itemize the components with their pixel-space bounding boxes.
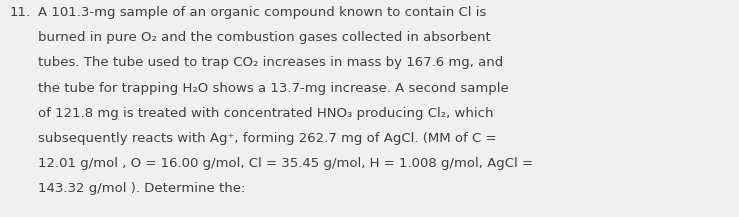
Text: subsequently reacts with Ag⁺, forming 262.7 mg of AgCl. (MM of C =: subsequently reacts with Ag⁺, forming 26… [38, 132, 497, 145]
Text: burned in pure O₂ and the combustion gases collected in absorbent: burned in pure O₂ and the combustion gas… [38, 31, 491, 44]
Text: 11.: 11. [10, 6, 31, 19]
Text: the tube for trapping H₂O shows a 13.7-mg increase. A second sample: the tube for trapping H₂O shows a 13.7-m… [38, 82, 509, 95]
Text: 143.32 g/mol ). Determine the:: 143.32 g/mol ). Determine the: [38, 182, 246, 195]
Text: of 121.8 mg is treated with concentrated HNO₃ producing Cl₂, which: of 121.8 mg is treated with concentrated… [38, 107, 494, 120]
Text: tubes. The tube used to trap CO₂ increases in mass by 167.6 mg, and: tubes. The tube used to trap CO₂ increas… [38, 56, 504, 69]
Text: 12.01 g/mol , O = 16.00 g/mol, Cl = 35.45 g/mol, H = 1.008 g/mol, AgCl =: 12.01 g/mol , O = 16.00 g/mol, Cl = 35.4… [38, 157, 534, 170]
Text: A 101.3-mg sample of an organic compound known to contain Cl is: A 101.3-mg sample of an organic compound… [38, 6, 487, 19]
